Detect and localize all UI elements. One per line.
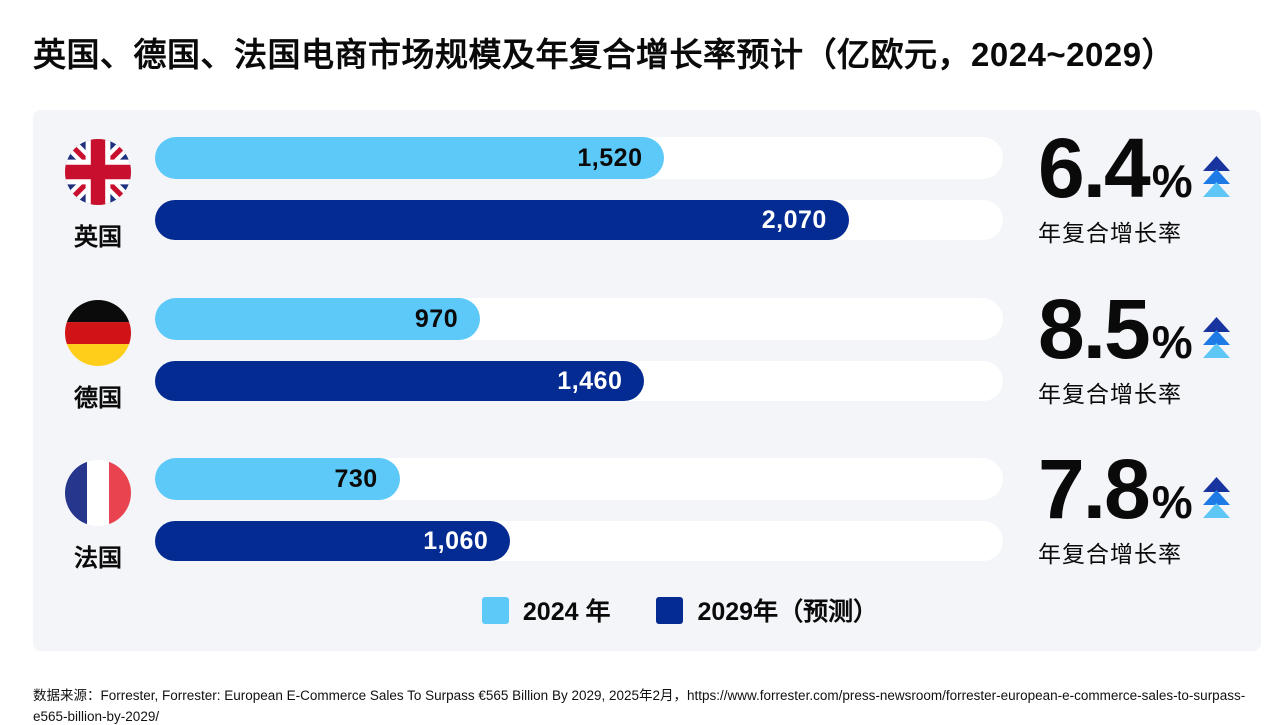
bar-2029: 2,070 xyxy=(155,200,849,240)
cagr-value: 7.8 xyxy=(1038,442,1151,536)
bar-track-2024: 970 xyxy=(155,298,1003,340)
cagr-caption: 年复合增长率 xyxy=(1038,381,1182,407)
legend-item-2024: 2024 年 xyxy=(481,592,611,628)
bar-track-2029: 1,060 xyxy=(155,521,1003,561)
chart-title: 英国、德国、法国电商市场规模及年复合增长率预计（亿欧元，2024~2029） xyxy=(33,36,1176,73)
legend-label-2029: 2029年（预测） xyxy=(697,598,879,626)
uk-flag-icon xyxy=(65,139,131,205)
percent-sign: % xyxy=(1151,476,1193,528)
country-row: 德国 970 1,460 8.5 % xyxy=(33,287,1261,412)
germany-flag-icon xyxy=(65,300,131,366)
cagr-caption: 年复合增长率 xyxy=(1038,541,1182,567)
bar-2024: 970 xyxy=(155,298,481,340)
cagr-value: 8.5 xyxy=(1038,282,1151,376)
percent-sign: % xyxy=(1151,155,1193,207)
cagr-block: 6.4 % 年复合增长率 xyxy=(1038,126,1268,248)
bar-value-2024: 730 xyxy=(334,464,378,493)
country-row: 英国 1,520 2,070 6.4 % xyxy=(33,126,1261,251)
bar-track-2029: 1,460 xyxy=(155,361,1003,401)
legend-label-2024: 2024 年 xyxy=(522,598,611,626)
cagr-block: 8.5 % 年复合增长率 xyxy=(1038,287,1268,409)
bar-track-2024: 1,520 xyxy=(155,137,1003,179)
percent-sign: % xyxy=(1151,316,1193,368)
growth-arrows-icon xyxy=(1202,156,1230,197)
legend: 2024 年 2029年（预测） xyxy=(66,592,1279,628)
bar-track-2029: 2,070 xyxy=(155,200,1003,240)
cagr-block: 7.8 % 年复合增长率 xyxy=(1038,447,1268,569)
legend-swatch-2029 xyxy=(656,596,684,624)
bar-value-2029: 1,060 xyxy=(423,526,489,555)
country-label: 法国 xyxy=(74,545,122,572)
bar-value-2024: 1,520 xyxy=(577,143,643,172)
cagr-value: 6.4 xyxy=(1038,121,1151,215)
growth-arrows-icon xyxy=(1202,317,1230,358)
bar-value-2029: 1,460 xyxy=(557,366,623,395)
source-note: 数据来源：Forrester, Forrester: European E-Co… xyxy=(33,688,1246,724)
bar-2029: 1,060 xyxy=(155,521,511,561)
france-flag-icon xyxy=(65,460,131,526)
chart-panel: 英国 1,520 2,070 6.4 % xyxy=(33,110,1261,651)
bar-track-2024: 730 xyxy=(155,458,1003,500)
bar-value-2024: 970 xyxy=(414,304,459,333)
bar-2024: 730 xyxy=(155,458,400,500)
cagr-caption: 年复合增长率 xyxy=(1038,220,1182,246)
bar-2029: 1,460 xyxy=(155,361,645,401)
legend-swatch-2024 xyxy=(481,596,509,624)
bar-2024: 1,520 xyxy=(155,137,665,179)
bar-value-2029: 2,070 xyxy=(761,205,827,234)
country-label: 英国 xyxy=(74,224,122,251)
country-label: 德国 xyxy=(74,385,122,412)
country-row: 法国 730 1,060 7.8 % xyxy=(33,447,1261,572)
legend-item-2029: 2029年（预测） xyxy=(656,592,878,628)
growth-arrows-icon xyxy=(1202,477,1230,518)
